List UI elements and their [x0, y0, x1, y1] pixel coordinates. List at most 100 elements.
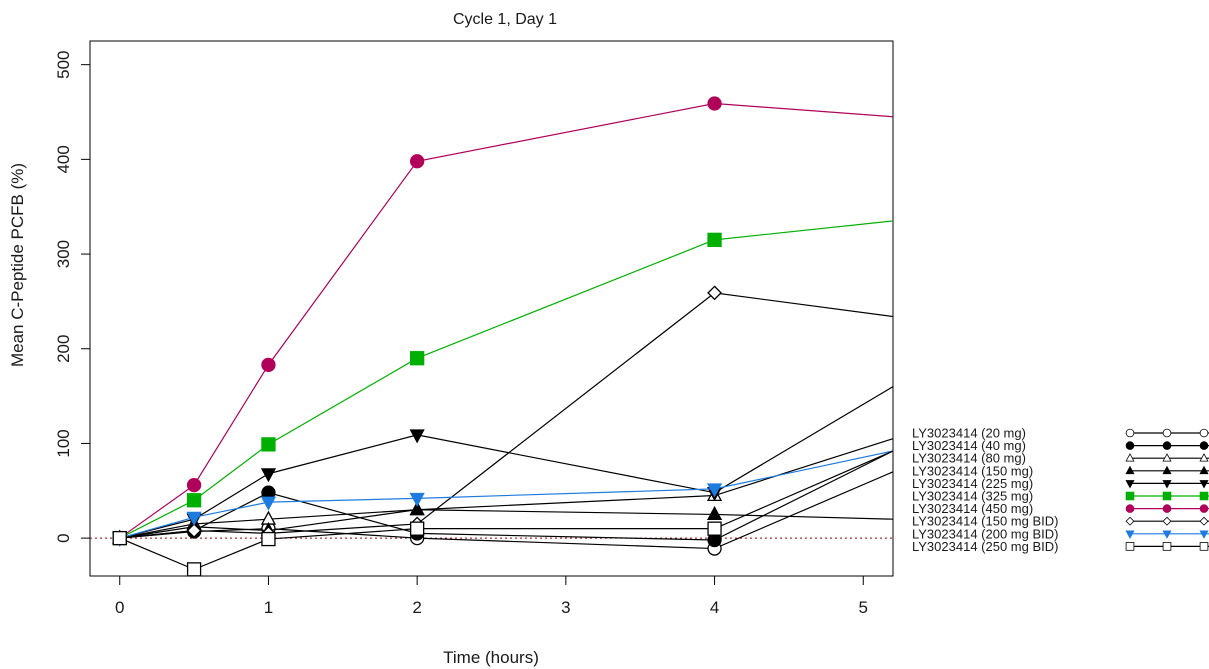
- data-point: [707, 521, 722, 536]
- data-point: [707, 96, 722, 111]
- legend-key-marker: [1199, 480, 1209, 489]
- legend-key-marker: [1199, 516, 1209, 526]
- y-tick-label: 0: [54, 533, 73, 542]
- data-point: [707, 232, 722, 247]
- x-axis-label: Time (hours): [443, 648, 539, 667]
- data-point: [409, 501, 425, 516]
- y-axis-label: Mean C-Peptide PCFB (%): [8, 163, 27, 367]
- y-tick-label: 200: [54, 335, 73, 363]
- legend-label: LY3023414 (20 mg): [912, 426, 1026, 441]
- legend-key-marker: [1125, 491, 1135, 501]
- legend-key-marker: [1162, 441, 1172, 450]
- data-point: [186, 523, 202, 538]
- legend-item: LY3023414 (40 mg): [912, 438, 1209, 453]
- data-point: [186, 477, 202, 493]
- x-tick-label: 4: [710, 598, 719, 617]
- data-point: [409, 351, 425, 366]
- legend: LY3023414 (20 mg)LY3023414 (40 mg)LY3023…: [912, 426, 1209, 554]
- legend-key-marker: [1199, 453, 1209, 462]
- legend-label: LY3023414 (225 mg): [912, 476, 1033, 491]
- series-1: [112, 471, 894, 556]
- legend-label: LY3023414 (450 mg): [912, 501, 1033, 516]
- legend-key-marker: [1125, 480, 1135, 489]
- legend-item: LY3023414 (225 mg): [912, 476, 1209, 491]
- data-point: [186, 562, 202, 577]
- legend-key-marker: [1162, 453, 1172, 462]
- legend-key-marker: [1162, 504, 1172, 513]
- series-line: [119, 220, 894, 539]
- legend-item: LY3023414 (250 mg BID): [912, 539, 1209, 554]
- series-10: [112, 450, 894, 577]
- data-point: [706, 505, 723, 520]
- legend-item: LY3023414 (80 mg): [912, 451, 1209, 466]
- legend-key-marker: [1125, 530, 1135, 539]
- legend-key-marker: [1199, 530, 1209, 539]
- plot-frame: [89, 40, 894, 577]
- legend-key-marker: [1162, 491, 1172, 501]
- legend-item: LY3023414 (150 mg): [912, 463, 1209, 478]
- data-point: [409, 154, 425, 169]
- plot-area: [90, 96, 894, 577]
- series-7: [112, 96, 894, 546]
- legend-key-marker: [1162, 530, 1172, 539]
- legend-key-marker: [1125, 453, 1135, 462]
- data-point: [186, 493, 202, 508]
- data-point: [707, 285, 722, 301]
- series-line: [119, 509, 894, 539]
- series-3: [112, 438, 894, 544]
- data-point: [409, 521, 425, 536]
- series-line: [119, 450, 894, 539]
- legend-key-marker: [1199, 428, 1209, 438]
- series-line: [119, 292, 894, 539]
- legend-key-marker: [1162, 516, 1172, 526]
- data-point: [260, 468, 277, 483]
- legend-key-marker: [1199, 491, 1209, 501]
- legend-key-marker: [1162, 465, 1172, 475]
- x-tick-label: 1: [264, 598, 273, 617]
- x-tick-label: 0: [115, 598, 124, 617]
- chart-title: Cycle 1, Day 1: [453, 11, 557, 28]
- legend-key-marker: [1199, 504, 1209, 513]
- legend-key-marker: [1162, 428, 1172, 438]
- y-tick-label: 500: [54, 50, 73, 78]
- legend-key-marker: [1125, 428, 1135, 438]
- legend-key-marker: [1199, 441, 1209, 450]
- series-9: [112, 450, 894, 547]
- x-tick-label: 3: [561, 598, 570, 617]
- legend-key-marker: [1199, 465, 1209, 475]
- axes: 0 1 2 3 4 5 0 100 200 300 400 500: [54, 50, 868, 617]
- legend-key-marker: [1162, 542, 1172, 551]
- data-point: [409, 492, 425, 507]
- legend-label: LY3023414 (150 mg): [912, 463, 1033, 478]
- legend-label: LY3023414 (250 mg BID): [912, 539, 1058, 554]
- data-point: [409, 429, 425, 444]
- legend-key-marker: [1199, 542, 1209, 551]
- series-4: [112, 501, 894, 544]
- series-line: [119, 438, 894, 539]
- legend-item: LY3023414 (200 mg BID): [912, 526, 1209, 541]
- legend-item: LY3023414 (325 mg): [912, 489, 1209, 504]
- data-point: [261, 531, 276, 547]
- x-tick-label: 5: [859, 598, 868, 617]
- data-point: [706, 483, 723, 498]
- legend-item: LY3023414 (150 mg BID): [912, 514, 1209, 529]
- series-line: [119, 450, 894, 571]
- legend-item: LY3023414 (450 mg): [912, 501, 1209, 516]
- legend-key-marker: [1125, 441, 1135, 450]
- series-line: [119, 471, 894, 550]
- legend-label: LY3023414 (40 mg): [912, 438, 1026, 453]
- legend-key-marker: [1125, 504, 1135, 513]
- legend-label: LY3023414 (200 mg BID): [912, 526, 1058, 541]
- legend-key-marker: [1162, 480, 1172, 489]
- legend-label: LY3023414 (325 mg): [912, 489, 1033, 504]
- legend-label: LY3023414 (80 mg): [912, 451, 1026, 466]
- legend-key-marker: [1125, 465, 1135, 475]
- y-tick-label: 100: [54, 429, 73, 457]
- y-tick-label: 300: [54, 240, 73, 268]
- data-point: [186, 511, 202, 526]
- x-tick-label: 2: [412, 598, 421, 617]
- legend-key-marker: [1125, 542, 1135, 551]
- data-point: [260, 496, 277, 511]
- data-point: [112, 530, 127, 546]
